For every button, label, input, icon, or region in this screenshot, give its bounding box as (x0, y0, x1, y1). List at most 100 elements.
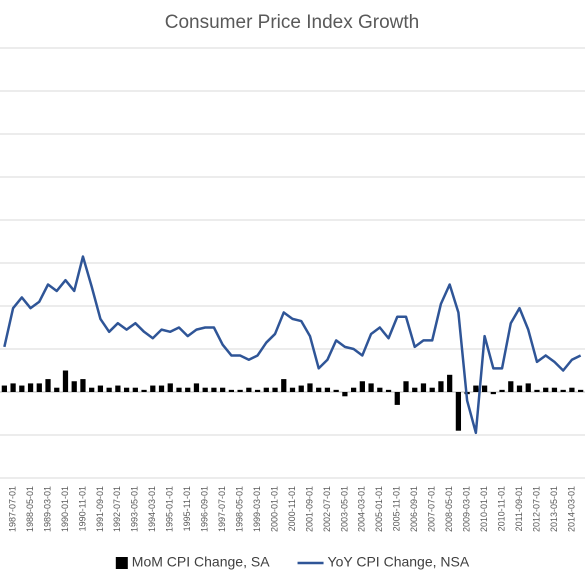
chart-title: Consumer Price Index Growth (165, 12, 420, 33)
x-tick-label: 1994-03-01 (147, 486, 157, 532)
x-tick-label: 2010-11-01 (496, 486, 506, 531)
bar (89, 387, 95, 392)
x-tick-label: 1998-05-01 (234, 486, 244, 532)
x-tick-label: 1989-03-01 (42, 486, 52, 532)
x-tick-label: 1993-05-01 (130, 486, 140, 532)
x-tick-label: 1995-01-01 (165, 486, 175, 532)
bar (412, 387, 418, 392)
bar (420, 383, 427, 392)
bar (298, 385, 304, 392)
x-tick-label: 1990-11-01 (77, 486, 87, 531)
bar (202, 387, 208, 392)
x-tick-label: 2012-07-01 (531, 486, 541, 532)
bar (141, 389, 147, 392)
bar (150, 385, 156, 392)
bar (289, 387, 296, 392)
bar (490, 392, 496, 395)
legend: MoM CPI Change, SA YoY CPI Change, NSA (115, 554, 470, 570)
bar (385, 389, 392, 392)
bar (220, 387, 226, 392)
bar (97, 385, 104, 392)
bar (333, 389, 339, 392)
bar (106, 387, 112, 392)
bar (36, 383, 42, 392)
bar (499, 389, 505, 392)
bar (516, 385, 523, 392)
x-tick-label: 2006-09-01 (409, 486, 419, 532)
bar (508, 381, 514, 392)
x-tick-label: 2005-11-01 (392, 486, 402, 531)
bar (473, 385, 479, 392)
bar (481, 385, 488, 392)
x-tick-label: 2004-03-01 (357, 486, 367, 532)
bar (578, 389, 584, 392)
bar (62, 370, 69, 392)
x-tick-label: 2007-07-01 (427, 486, 437, 532)
bar (351, 387, 357, 392)
bar (19, 385, 25, 392)
x-tick-label: 1987-07-01 (7, 486, 17, 532)
x-tick-label: 1990-01-01 (60, 486, 70, 532)
bar (272, 387, 278, 392)
bar (80, 379, 86, 392)
bar (45, 379, 51, 392)
x-tick-label: 1992-07-01 (112, 486, 122, 532)
x-tick-label: 2013-05-01 (549, 486, 559, 532)
x-tick-label: 2000-01-01 (269, 486, 279, 532)
bar (237, 389, 243, 392)
bar (429, 387, 435, 392)
bar (281, 379, 287, 392)
bar (438, 381, 444, 392)
x-tick-label: 2000-11-01 (287, 486, 297, 531)
bar (158, 385, 165, 392)
x-tick-label: 2002-07-01 (322, 486, 332, 532)
bar (394, 392, 400, 405)
x-tick-label: 1996-09-01 (200, 486, 210, 532)
bar (176, 387, 182, 392)
x-tick-label: 1999-03-01 (252, 486, 262, 532)
bar (132, 387, 138, 392)
bar (455, 392, 462, 431)
bar (551, 387, 558, 392)
x-tick-label: 2001-09-01 (304, 486, 314, 532)
bar (447, 374, 453, 392)
line (3, 255, 582, 435)
bar (54, 387, 60, 392)
bar (167, 383, 173, 392)
x-tick-label: 2010-01-01 (479, 486, 489, 532)
bar (569, 387, 575, 392)
x-tick-label: 1995-11-01 (182, 486, 192, 531)
legend-label: MoM CPI Change, SA (132, 554, 270, 570)
x-tick-label: 2003-05-01 (339, 486, 349, 532)
bar (377, 387, 383, 392)
legend-label: YoY CPI Change, NSA (328, 554, 470, 570)
bar (254, 389, 261, 392)
bar (10, 383, 16, 392)
x-tick-label: 2005-01-01 (374, 486, 384, 532)
bar (193, 383, 200, 392)
bar (123, 387, 130, 392)
bar (71, 381, 77, 392)
x-tick-label: 2008-05-01 (444, 486, 454, 532)
x-tick-label: 2009-03-01 (462, 486, 472, 532)
bar (342, 392, 348, 397)
bar (316, 387, 322, 392)
x-tick-label: 2014-03-01 (566, 486, 576, 532)
bar (185, 387, 191, 392)
bar (1, 385, 7, 392)
bar (534, 389, 540, 392)
x-tick-label: 1988-05-01 (25, 486, 35, 532)
x-tick-label: 1991-09-01 (95, 486, 105, 532)
bar (211, 387, 217, 392)
bar (403, 381, 409, 392)
bar (263, 387, 269, 392)
bar (324, 387, 331, 392)
legend-swatch (115, 557, 128, 569)
x-tick-label: 1997-07-01 (217, 486, 227, 532)
bar (115, 385, 121, 392)
bar (307, 383, 313, 392)
bar (368, 383, 374, 392)
x-tick-label: 2011-09-01 (514, 486, 524, 531)
bar (543, 387, 549, 392)
